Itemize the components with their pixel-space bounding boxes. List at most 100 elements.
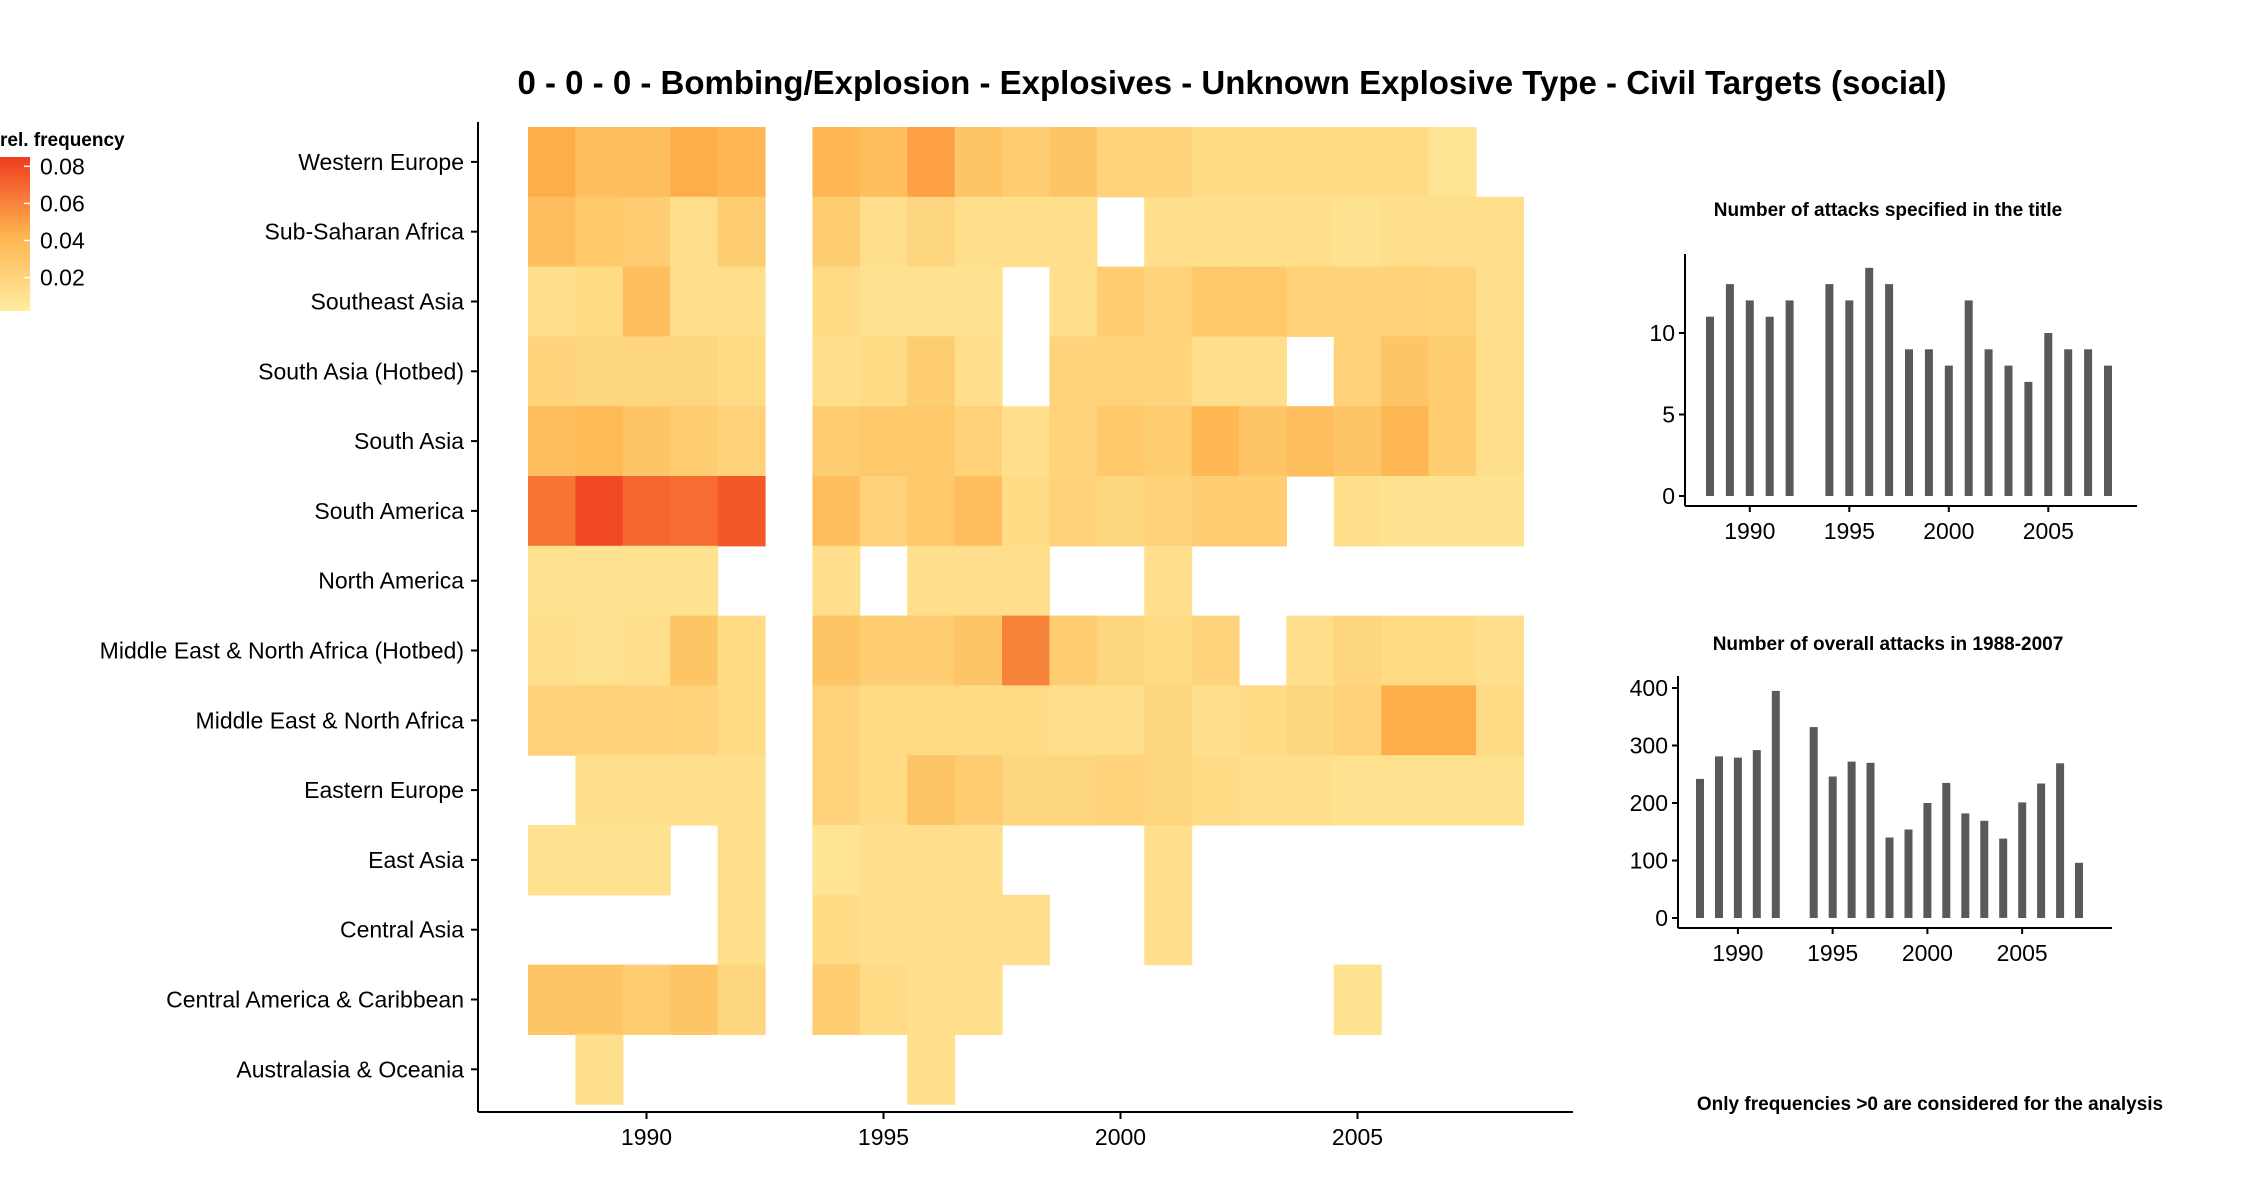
- heatmap-cell: [907, 336, 956, 407]
- bar: [1885, 284, 1894, 496]
- heatmap-row-label: Eastern Europe: [304, 777, 464, 803]
- heatmap-cell: [1191, 755, 1240, 826]
- heatmap-cell: [1191, 685, 1240, 756]
- legend-colorbar: [0, 157, 30, 311]
- heatmap-cell: [907, 545, 956, 617]
- heatmap-cell: [717, 266, 766, 337]
- heatmap-row-label: Central America & Caribbean: [166, 987, 464, 1013]
- heatmap-cell: [717, 964, 766, 1035]
- heatmap-cell: [1144, 336, 1193, 407]
- heatmap-cell: [717, 196, 766, 268]
- heatmap-cell: [575, 825, 624, 896]
- heatmap-cell: [528, 615, 576, 686]
- heatmap-cell: [1002, 545, 1050, 617]
- heatmap-cell: [622, 476, 671, 547]
- bar: [1828, 776, 1837, 918]
- heatmap-cell: [528, 545, 576, 617]
- heatmap-cell: [670, 406, 719, 477]
- heatmap-cell: [717, 615, 766, 686]
- heatmap-cell: [1002, 685, 1050, 756]
- heatmap-cell: [717, 336, 766, 407]
- bar: [2075, 862, 2083, 918]
- heatmap-cell: [670, 615, 719, 686]
- heatmap-cell: [622, 964, 671, 1035]
- heatmap-cell: [812, 545, 861, 617]
- heatmap-cell: [528, 406, 576, 477]
- heatmap-cell: [1333, 406, 1382, 477]
- heatmap-cell: [812, 894, 861, 966]
- heatmap-cell: [1096, 406, 1145, 477]
- legend-title: rel. frequency: [0, 130, 125, 151]
- heatmap-cell: [1333, 755, 1382, 826]
- heatmap-cell: [954, 406, 1003, 477]
- heatmap-cell: [575, 196, 624, 268]
- heatmap-cell: [670, 545, 719, 617]
- bar: [2044, 333, 2053, 496]
- heatmap-cell: [907, 825, 956, 896]
- bar: [1845, 300, 1854, 496]
- heatmap-cell: [670, 476, 719, 547]
- heatmap-cell: [1096, 266, 1145, 337]
- heatmap-cell: [1191, 266, 1240, 337]
- heatmap-cell: [1144, 685, 1193, 756]
- heatmap-cell: [1002, 755, 1050, 826]
- heatmap-cell: [575, 476, 624, 547]
- heatmap-cell: [812, 615, 861, 686]
- heatmap-cell: [1096, 127, 1145, 198]
- heatmap-cell: [670, 196, 719, 268]
- heatmap: Western Europe Sub-Saharan Africa Southeas…: [100, 122, 1573, 1150]
- heatmap-cell: [1002, 894, 1050, 966]
- bar-x-tick-label: 1995: [1824, 518, 1875, 544]
- heatmap-cell: [1191, 127, 1240, 198]
- heatmap-cell: [907, 894, 956, 966]
- heatmap-cell: [1049, 685, 1098, 756]
- heatmap-cell: [1381, 127, 1430, 198]
- heatmap-cell: [717, 825, 766, 896]
- heatmap-cell: [1286, 685, 1335, 756]
- heatmap-row-label: Central Asia: [340, 917, 464, 943]
- heatmap-cell: [907, 127, 956, 198]
- heatmap-cell: [812, 127, 861, 198]
- bar: [1961, 813, 1970, 918]
- bar: [1999, 838, 2008, 918]
- heatmap-cell: [1144, 266, 1193, 337]
- heatmap-cell: [1144, 615, 1193, 686]
- heatmap-cell: [1333, 336, 1382, 407]
- heatmap-cell: [812, 755, 861, 826]
- heatmap-cell: [1002, 127, 1050, 198]
- bar: [1771, 690, 1780, 918]
- bar: [1924, 349, 1933, 496]
- bar-x-tick-label: 1995: [1807, 940, 1858, 966]
- heatmap-cell: [1286, 406, 1335, 477]
- bar: [1942, 782, 1951, 918]
- heatmap-cell: [575, 755, 624, 826]
- heatmap-cell: [1049, 615, 1098, 686]
- heatmap-cell: [1428, 755, 1477, 826]
- bar: [1725, 284, 1734, 496]
- heatmap-x-tick-label: 2000: [1095, 1124, 1146, 1150]
- heatmap-cell: [1428, 196, 1477, 268]
- heatmap-cell: [528, 336, 576, 407]
- heatmap-cell: [1428, 336, 1477, 407]
- heatmap-cell: [1049, 406, 1098, 477]
- heatmap-cell: [670, 127, 719, 198]
- heatmap-cell: [1381, 685, 1430, 756]
- heatmap-row-label: Middle East & North Africa (Hotbed): [100, 638, 464, 664]
- heatmap-row-label: South America: [314, 498, 464, 524]
- heatmap-cell: [812, 964, 861, 1035]
- heatmap-cell: [1381, 476, 1430, 547]
- heatmap-cell: [575, 127, 624, 198]
- heatmap-cell: [528, 476, 576, 547]
- bar: [1923, 803, 1932, 918]
- heatmap-cell: [859, 266, 908, 337]
- heatmap-cell: [1049, 755, 1098, 826]
- heatmap-cell: [1049, 336, 1098, 407]
- heatmap-cell: [528, 266, 576, 337]
- bar: [1847, 761, 1856, 918]
- legend-tick-label: 0.08: [40, 153, 85, 179]
- heatmap-cell: [1476, 336, 1524, 407]
- heatmap-cell: [1428, 406, 1477, 477]
- heatmap-cell: [907, 755, 956, 826]
- heatmap-cell: [528, 196, 576, 268]
- bar-x-tick-label: 2000: [1923, 518, 1974, 544]
